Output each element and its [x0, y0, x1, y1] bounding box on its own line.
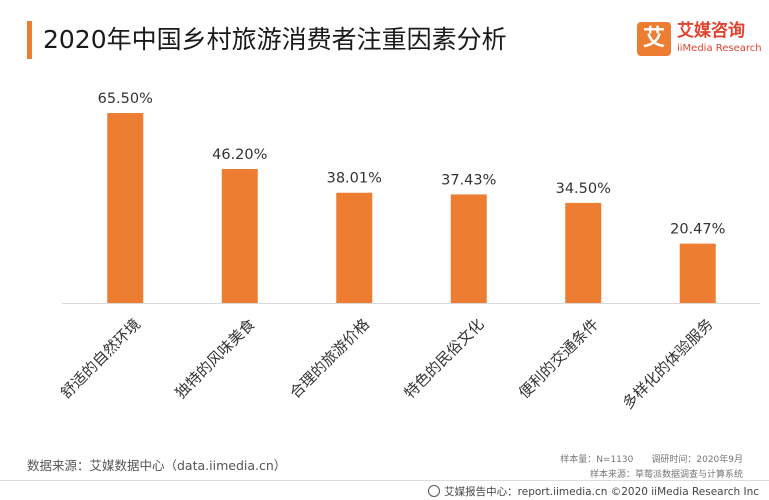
bar: [679, 243, 716, 303]
x-tick-label: 便利的交通条件: [515, 315, 602, 402]
sample-source: 样本来源：草莓派数据调查与计算系统: [589, 470, 743, 480]
report-center-icon: [428, 485, 441, 497]
footer: 艾媒报告中心：report.iimedia.cn ©2020 iiMedia R…: [428, 484, 759, 499]
x-tick-label: 多样化的体验服务: [619, 315, 717, 413]
bar: [450, 194, 487, 303]
logo-name-cn: 艾媒咨询: [677, 21, 745, 41]
data-label: 46.20%: [212, 147, 267, 163]
bar-chart: 65.50% 舒适的自然环境 46.20% 独特的风味美食 38.01% 合理的旅游价格 3…: [57, 91, 760, 413]
footer-divider: [0, 480, 769, 481]
logo-mark-icon: 艾: [637, 22, 671, 56]
data-source: 数据来源：艾媒数据中心（data.iimedia.cn）: [27, 458, 287, 473]
brand-logo: 艾 艾媒咨询 iiMedia Research: [637, 20, 762, 60]
x-tick-label: 舒适的自然环境: [57, 315, 144, 402]
x-tick-label: 独特的风味美食: [172, 315, 259, 402]
page-title: 2020年中国乡村旅游消费者注重因素分析: [43, 25, 507, 54]
data-label: 65.50%: [98, 91, 153, 107]
bar: [565, 202, 602, 303]
data-label: 34.50%: [556, 181, 611, 197]
data-label: 20.47%: [670, 222, 725, 238]
title-accent-bar: [27, 21, 32, 59]
bar: [336, 192, 373, 303]
logo-name-en: iiMedia Research: [677, 43, 762, 54]
footer-text: 艾媒报告中心：report.iimedia.cn ©2020 iiMedia R…: [444, 486, 759, 498]
data-label: 38.01%: [327, 171, 382, 187]
data-label: 37.43%: [441, 172, 496, 188]
sample-info: 样本量：N=1130 调研时间：2020年9月: [560, 455, 743, 465]
x-tick-label: 特色的民俗文化: [401, 315, 488, 402]
bar: [107, 113, 144, 303]
bar: [221, 168, 258, 303]
x-tick-label: 合理的旅游价格: [286, 315, 373, 402]
